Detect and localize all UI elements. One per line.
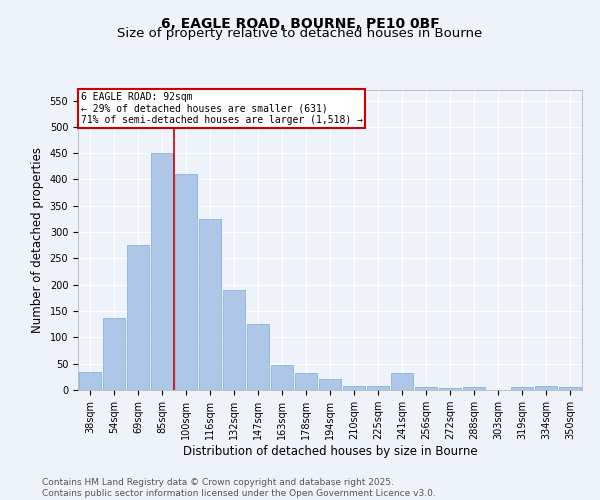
Bar (79, 372, 101, 390)
Text: 6, EAGLE ROAD, BOURNE, PE10 0BF: 6, EAGLE ROAD, BOURNE, PE10 0BF (161, 18, 439, 32)
Bar (391, 373, 413, 390)
Text: 6 EAGLE ROAD: 92sqm
← 29% of detached houses are smaller (631)
71% of semi-detac: 6 EAGLE ROAD: 92sqm ← 29% of detached ho… (80, 92, 362, 124)
Bar (175, 174, 197, 390)
Bar (319, 380, 341, 390)
Bar (439, 388, 461, 390)
Bar (247, 324, 269, 390)
Bar (151, 153, 173, 390)
Bar (415, 388, 437, 390)
Bar (559, 388, 581, 390)
Bar (463, 388, 485, 390)
Bar (103, 318, 125, 390)
Bar (271, 366, 293, 390)
Bar (199, 219, 221, 390)
X-axis label: Distribution of detached houses by size in Bourne: Distribution of detached houses by size … (182, 445, 478, 458)
Bar (535, 386, 557, 390)
Y-axis label: Number of detached properties: Number of detached properties (31, 147, 44, 333)
Bar (295, 373, 317, 390)
Bar (127, 246, 149, 390)
Bar (511, 388, 533, 390)
Bar (223, 290, 245, 390)
Bar (343, 386, 365, 390)
Text: Contains HM Land Registry data © Crown copyright and database right 2025.
Contai: Contains HM Land Registry data © Crown c… (42, 478, 436, 498)
Bar (367, 386, 389, 390)
Text: Size of property relative to detached houses in Bourne: Size of property relative to detached ho… (118, 28, 482, 40)
